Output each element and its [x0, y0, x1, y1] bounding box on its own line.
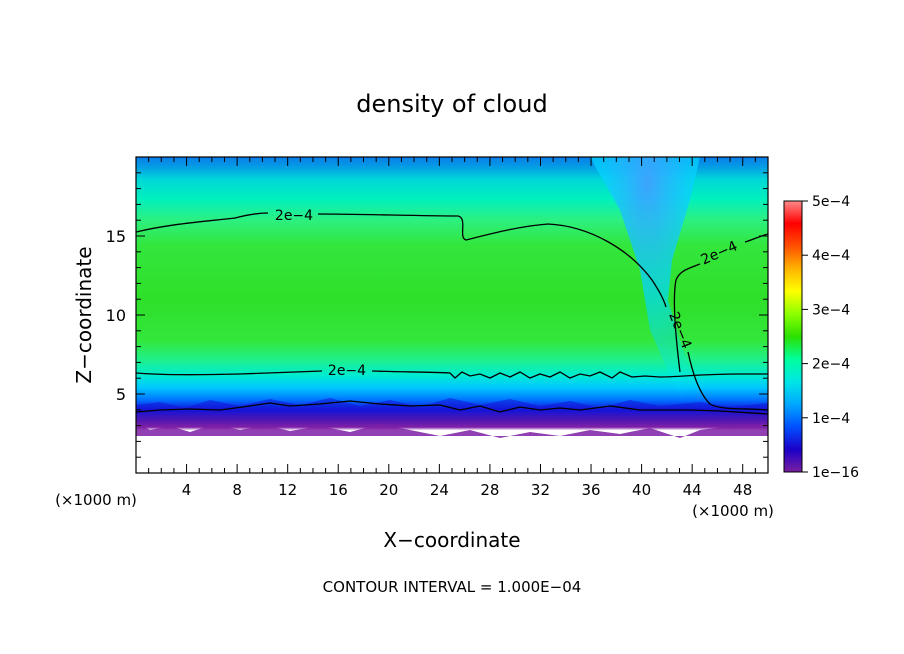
x-unit-left: (×1000 m)	[55, 491, 137, 509]
contour-lines	[136, 212, 768, 415]
x-tick-label: 8	[232, 481, 242, 499]
plot-area	[136, 157, 768, 473]
colorbar-tick-label: 1e−4	[812, 411, 850, 427]
x-tick-label: 44	[683, 481, 702, 499]
contour-plume	[687, 351, 768, 411]
contour-label-2: 2e−4	[328, 363, 366, 379]
x-tick-label: 16	[329, 481, 348, 499]
x-unit-right: (×1000 m)	[692, 502, 774, 520]
y-axis-label: Z−coordinate	[72, 246, 96, 383]
x-axis-ticks: 4 8 12 16 20 24 28 32 36 40 44 48	[148, 157, 756, 499]
colorbar-tick-label: 2e−4	[812, 357, 850, 373]
ragged-cloud-base	[136, 422, 768, 438]
noise-layer	[136, 398, 768, 412]
y-tick-label: 10	[106, 306, 126, 325]
x-tick-label: 36	[581, 481, 600, 499]
x-tick-label: 12	[278, 481, 297, 499]
x-axis-label: X−coordinate	[383, 528, 520, 552]
x-tick-label: 24	[430, 481, 449, 499]
x-tick-label: 48	[733, 481, 752, 499]
contour-lower	[136, 400, 768, 415]
colorbar-frame	[783, 200, 803, 473]
y-tick-label: 15	[106, 227, 126, 246]
y-tick-label: 5	[116, 385, 126, 404]
colorbar-ticks: 5e−4 4e−4 3e−4 2e−4 1e−4 1e−16	[802, 194, 859, 481]
contour-label-1: 2e−4	[275, 208, 313, 224]
contour-upper	[136, 212, 667, 308]
colorbar-tick-label: 3e−4	[812, 302, 850, 318]
y-axis-ticks: 5 10 15	[106, 172, 768, 458]
x-tick-label: 4	[182, 481, 192, 499]
contour-interval-note: CONTOUR INTERVAL = 1.000E−04	[323, 578, 582, 596]
x-tick-label: 20	[379, 481, 398, 499]
colorbar-tick-label: 1e−16	[812, 465, 859, 481]
x-tick-label: 28	[480, 481, 499, 499]
plume-region	[590, 157, 705, 415]
colorbar: 5e−4 4e−4 3e−4 2e−4 1e−4 1e−16	[783, 194, 859, 481]
colorbar-tick-label: 4e−4	[812, 248, 850, 264]
x-tick-label: 40	[632, 481, 651, 499]
chart-title: density of cloud	[356, 90, 547, 118]
contour-mid	[136, 370, 768, 379]
x-tick-label: 32	[531, 481, 550, 499]
contour-upper-right	[673, 233, 768, 373]
colorbar-tick-label: 5e−4	[812, 194, 850, 210]
colorbar-scale	[784, 201, 802, 472]
